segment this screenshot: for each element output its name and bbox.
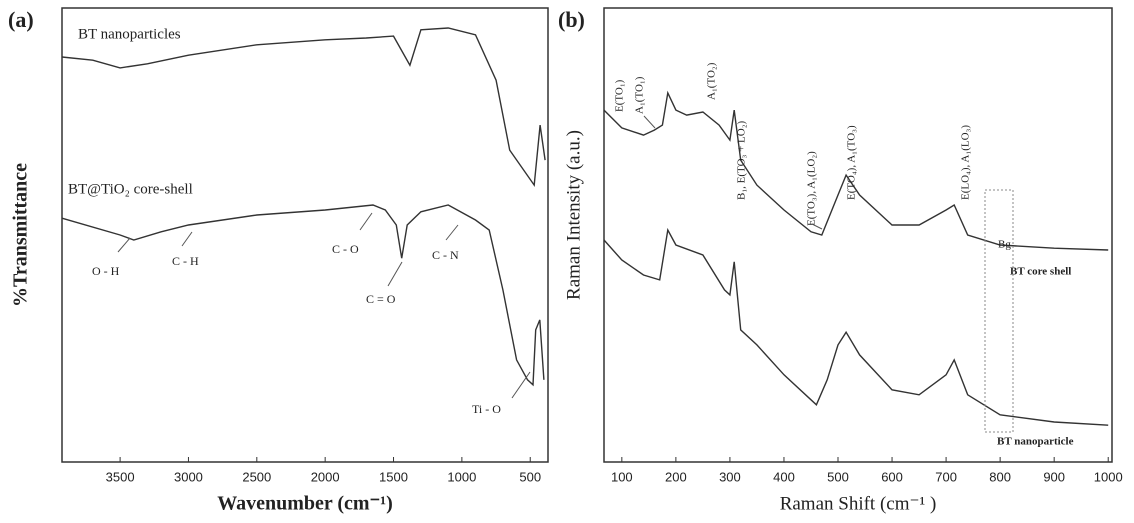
plot-frame: [603, 7, 1113, 463]
annotation-arrow: [811, 223, 823, 230]
annotation: C - O: [332, 242, 359, 256]
highlight-box: [984, 189, 1014, 433]
panel-label: (b): [558, 7, 585, 32]
x-tick-label: 900: [1043, 469, 1065, 484]
x-tick-label: 400: [773, 469, 795, 484]
annotation: A₁(TO₁): [634, 76, 646, 114]
annotation: C - H: [172, 254, 199, 268]
annotation: E(TO₃), A₁(LO₂): [806, 151, 818, 226]
x-axis-label: Wavenumber (cm⁻¹): [217, 493, 393, 515]
spectrum-line: [603, 90, 1109, 251]
annotation: E(TO₄), A₁(TO₃): [846, 125, 858, 200]
annotation: Bg: [998, 239, 1011, 251]
spectrum-line: [603, 227, 1109, 426]
series-label: BT@TiO₂ core-shell: [68, 181, 193, 197]
x-tick-label: 500: [519, 469, 541, 484]
spectrum-line: [61, 204, 545, 387]
x-tick-label: 3000: [174, 469, 203, 484]
x-tick-label: 300: [719, 469, 741, 484]
annotation-arrow: [643, 115, 656, 129]
annotation: C - N: [432, 248, 459, 262]
panel-label: (a): [8, 7, 34, 32]
spectrum-line: [61, 27, 546, 188]
annotation-arrow: [445, 224, 459, 241]
x-tick-label: 500: [827, 469, 849, 484]
x-tick-label: 100: [611, 469, 633, 484]
annotation: E(TO₁): [614, 79, 626, 112]
annotation-arrow: [359, 212, 373, 231]
annotation-arrow: [511, 371, 531, 399]
series-label: BT core shell: [1010, 266, 1071, 278]
annotation: B₁, E(TO₃ + LO₂): [736, 120, 748, 200]
x-tick-label: 2500: [242, 469, 271, 484]
plot-frame: [61, 7, 549, 463]
x-tick-label: 1000: [447, 469, 476, 484]
series-label: BT nanoparticle: [997, 436, 1074, 448]
annotation: C = O: [366, 292, 396, 306]
annotation: Ti - O: [472, 402, 501, 416]
x-tick-label: 600: [881, 469, 903, 484]
x-tick-label: 200: [665, 469, 687, 484]
x-tick-label: 1500: [379, 469, 408, 484]
y-axis-label: %Transmittance: [10, 163, 32, 307]
annotation-arrow: [387, 261, 403, 287]
series-label: BT nanoparticles: [78, 26, 181, 42]
annotation-arrow: [181, 231, 193, 247]
x-tick-label: 800: [989, 469, 1011, 484]
annotation-arrow: [117, 237, 131, 253]
x-tick-label: 3500: [106, 469, 135, 484]
x-tick-label: 2000: [311, 469, 340, 484]
annotation: O - H: [92, 264, 120, 278]
x-tick-label: 1000: [1094, 469, 1123, 484]
annotation: E(LO₄), A₁(LO₃): [960, 125, 972, 200]
x-axis-label: Raman Shift (cm⁻¹ ): [780, 493, 937, 514]
y-axis-label: Raman Intensity (a.u.): [563, 130, 584, 300]
annotation: A₁(TO₂): [706, 62, 718, 100]
x-tick-label: 700: [935, 469, 957, 484]
